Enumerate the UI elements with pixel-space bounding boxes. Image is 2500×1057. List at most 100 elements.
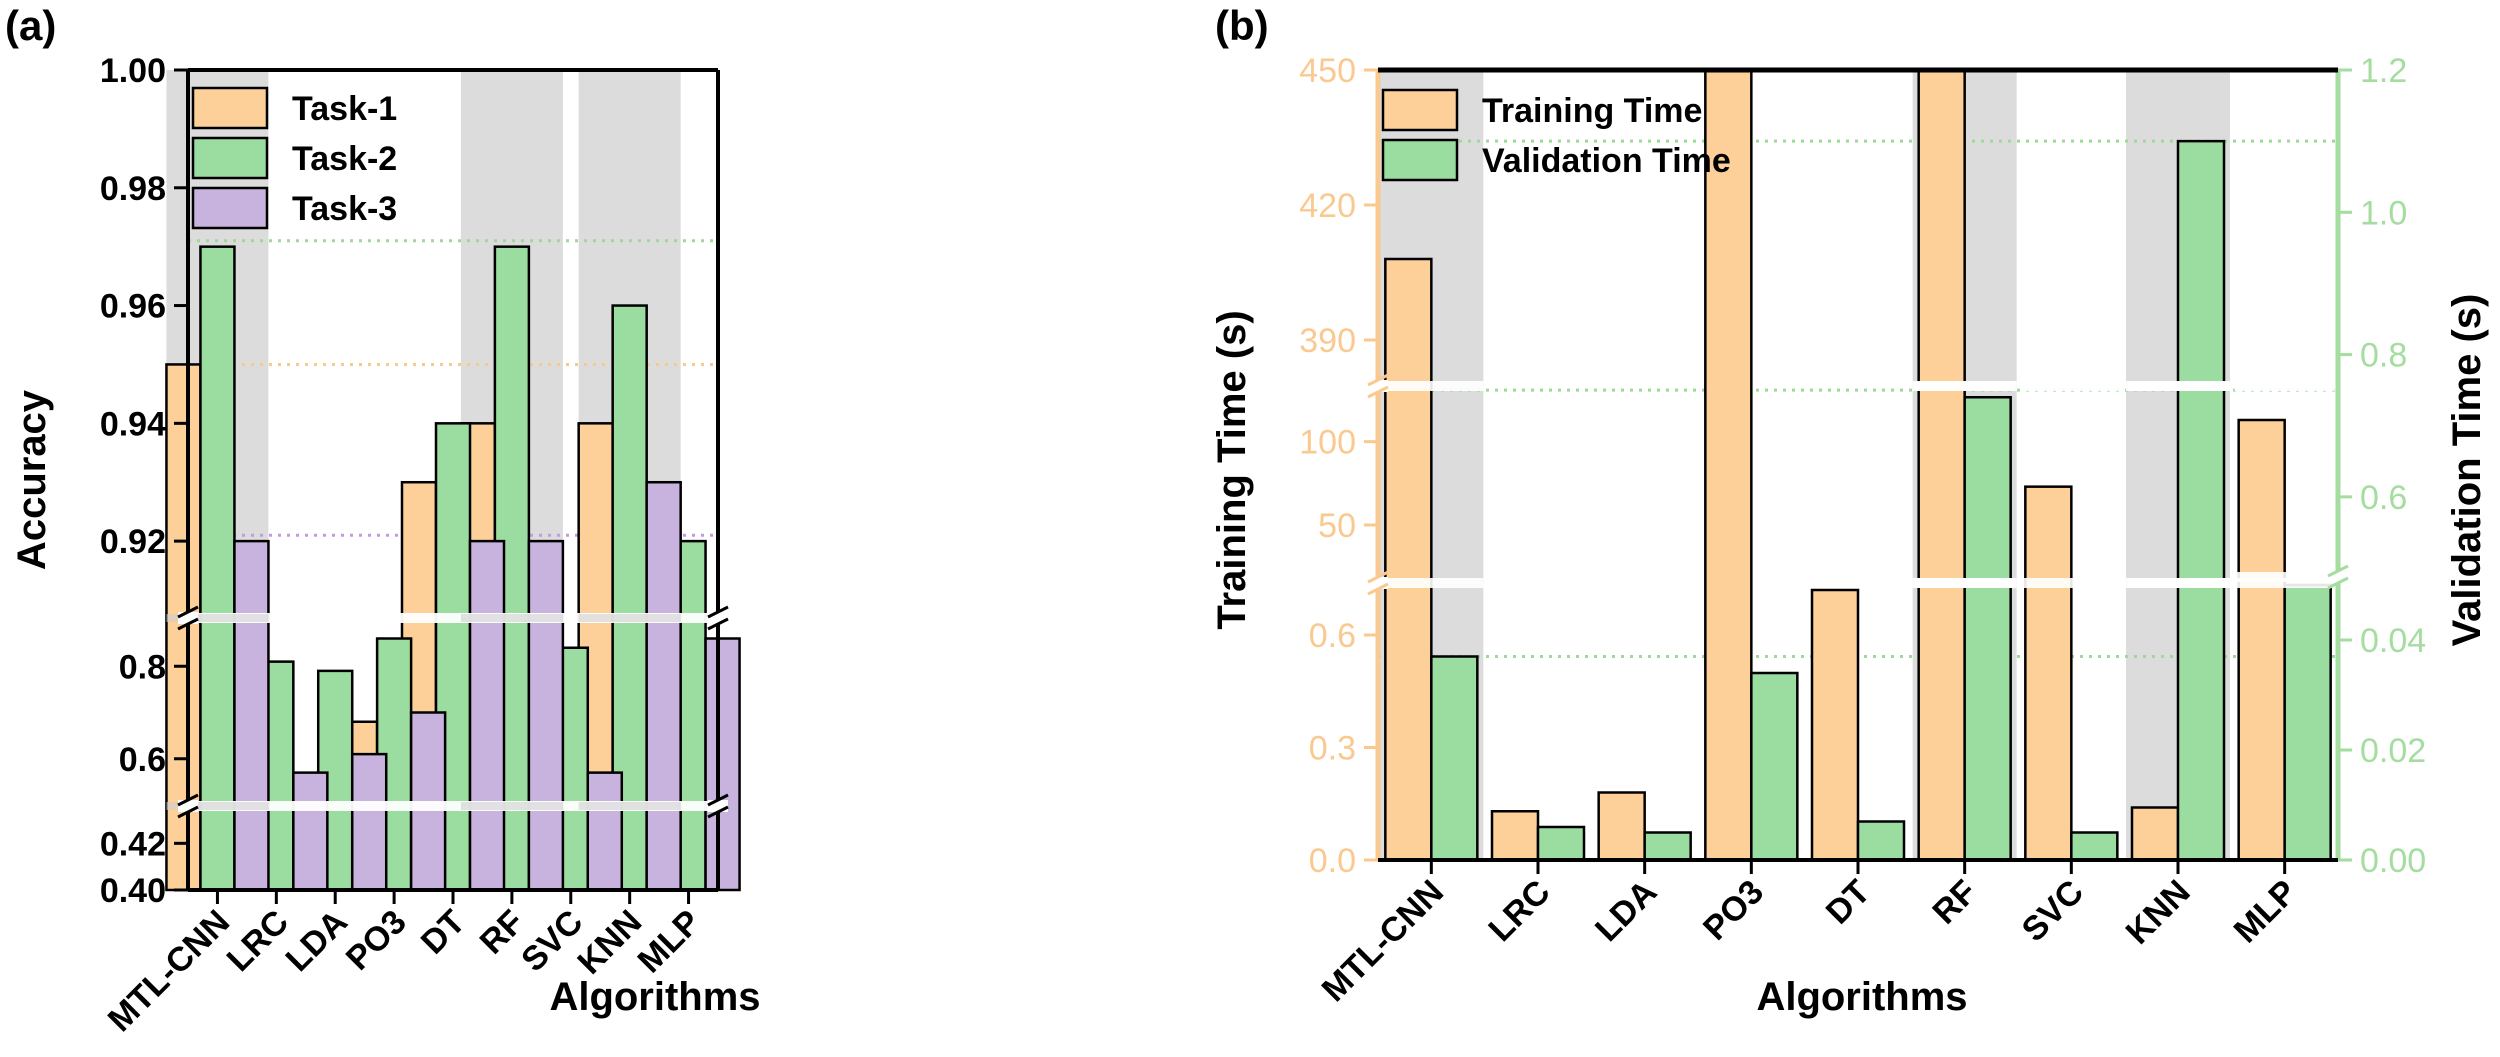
y-tick-label: 0.92 [100, 523, 166, 561]
y-right-tick-label: 1.0 [2360, 194, 2407, 232]
bar-validation-time-dt [1856, 820, 1906, 862]
axis-break-mark [2327, 564, 2349, 578]
bar-validation-time-mlp [2283, 583, 2332, 862]
bar-validation-time-svc [2070, 831, 2119, 862]
x-axis-label: Algorithms [1756, 975, 1967, 1019]
x-tick-label-mlp: MLP [2227, 873, 2305, 951]
axis-break-band [1914, 578, 2015, 588]
axis-break-mark [707, 605, 729, 619]
axis-break-mark [707, 793, 729, 807]
axis-break-mark [177, 805, 199, 819]
x-tick-label-dt: DT [414, 903, 473, 962]
axis-break-gap [2328, 571, 2348, 583]
axis-break-band [2128, 578, 2228, 588]
axis-break-mark [707, 805, 729, 819]
axis-break-gap [178, 800, 198, 812]
y-right-tick-label: 0.04 [2360, 622, 2426, 660]
axis-break-band [166, 802, 269, 810]
y-tick-label: 0.6 [119, 741, 166, 779]
panel-b: 0.0 0.3 0.6 50 100 390 420 450 0.00 0.02 0.04 0.6 0.… [1210, 2, 2489, 1019]
x-tick-label-dt: DT [1819, 873, 1878, 932]
axis-break-gap [1368, 380, 1388, 392]
x-axis-label: Algorithms [549, 975, 760, 1019]
x-tick-label-lda: LDA [279, 903, 355, 979]
axis-break-band [578, 802, 681, 810]
legend-label-task-2: Task-2 [292, 140, 397, 178]
axis-break-band [2021, 381, 2122, 391]
axis-break-band [188, 613, 718, 623]
legend: Training Time Validation Time [1381, 88, 1731, 182]
y-left-tick-label: 0.6 [1309, 617, 1356, 655]
axis-break-band [2234, 572, 2335, 582]
bar-task-3-rf [527, 539, 565, 892]
legend-swatch-training-time [1381, 88, 1459, 132]
axis-break-band [578, 614, 681, 622]
x-tick-label-lda: LDA [1588, 873, 1664, 949]
bar-validation-time-po3 [1750, 671, 1799, 862]
y-tick-label: 1.00 [100, 52, 166, 90]
x-tick-label-knn: KNN [2119, 873, 2198, 952]
y-axis-label: Accuracy [10, 389, 54, 570]
bar-task-2-mtl-cnn [199, 245, 236, 892]
y-left-tick-label: 50 [1318, 507, 1356, 545]
legend-label-task-3: Task-3 [292, 190, 397, 228]
x-tick-label-po3: PO3 [339, 903, 414, 978]
y-right-tick-label: 1.2 [2360, 52, 2407, 90]
axis-break-mark [1367, 570, 1389, 584]
x-tick-label-svc: SVC [2015, 873, 2091, 949]
axis-break-band [188, 801, 718, 811]
y-tick-label: 0.8 [119, 648, 166, 686]
axis-break-band [2234, 578, 2335, 588]
axis-break-mark [1367, 385, 1389, 399]
bar-training-time-lrc [1490, 810, 1540, 862]
y-left-tick-label: 0.3 [1309, 730, 1356, 768]
bar-training-time-mtl-cnn [1384, 257, 1433, 862]
legend-swatch-task-1 [191, 86, 269, 130]
bar-task-3-knn [645, 480, 682, 892]
y-tick-label: 0.42 [100, 825, 166, 863]
axis-break-band [166, 614, 269, 622]
bar-task-3-mtl-cnn [233, 539, 270, 892]
bar-training-time-lda [1597, 791, 1646, 862]
y-tick-label: 0.40 [100, 872, 166, 910]
x-tick-label-knn: KNN [570, 903, 649, 982]
panel-label-a: (a) [5, 2, 56, 49]
x-tick-label-mlp: MLP [631, 903, 709, 981]
legend-label-validation-time: Validation Time [1482, 142, 1731, 180]
y-right-tick-label: 0.8 [2360, 337, 2407, 375]
axis-break-band [460, 802, 563, 810]
y-tick-label: 0.96 [100, 288, 166, 326]
axis-break-mark [177, 605, 199, 619]
y-right-tick-label: 0.02 [2360, 732, 2426, 770]
axis-break-gap [708, 612, 728, 624]
bar-training-time-dt [1810, 588, 1860, 862]
legend-label-task-1: Task-1 [292, 90, 397, 128]
bar-training-time-po3 [1704, 68, 1753, 862]
legend-label-training-time: Training Time [1482, 92, 1702, 130]
bar-validation-time-lda [1643, 831, 1692, 862]
axis-break-band [1914, 381, 2015, 391]
y-left-tick-label: 0.0 [1309, 842, 1356, 880]
y-left-tick-label: 450 [1299, 52, 1356, 90]
bar-task-3-lrc [292, 771, 329, 892]
axis-break-band [2234, 381, 2335, 391]
axis-break-band [1379, 381, 1484, 391]
axis-break-mark [1367, 582, 1389, 596]
y-left-tick-label: 390 [1299, 322, 1356, 360]
x-tick-label-lrc: LRC [1481, 873, 1557, 949]
bar-task-3-lda [350, 752, 388, 892]
y-right-axis-label: Validation Time (s) [2445, 294, 2489, 647]
axis-break-gap [708, 800, 728, 812]
bar-training-time-rf [1917, 68, 1966, 862]
panel-a: 0.40 0.42 0.6 0.8 0.92 0.94 0.96 0.98 1.00 MTL-CN… [5, 2, 761, 1039]
axis-break-band [2021, 578, 2122, 588]
x-tick-label-mtl-cnn: MTL-CNN [1315, 873, 1451, 1009]
y-right-tick-label: 0.6 [2360, 479, 2407, 517]
axis-break-mark [1367, 373, 1389, 387]
axis-break-gap [178, 612, 198, 624]
bar-validation-time-mtl-cnn [1430, 655, 1479, 862]
panel-label-b: (b) [1215, 2, 1269, 49]
legend: Task-1 Task-2 Task-3 [191, 86, 397, 230]
bar-task-3-mlp [704, 637, 741, 892]
